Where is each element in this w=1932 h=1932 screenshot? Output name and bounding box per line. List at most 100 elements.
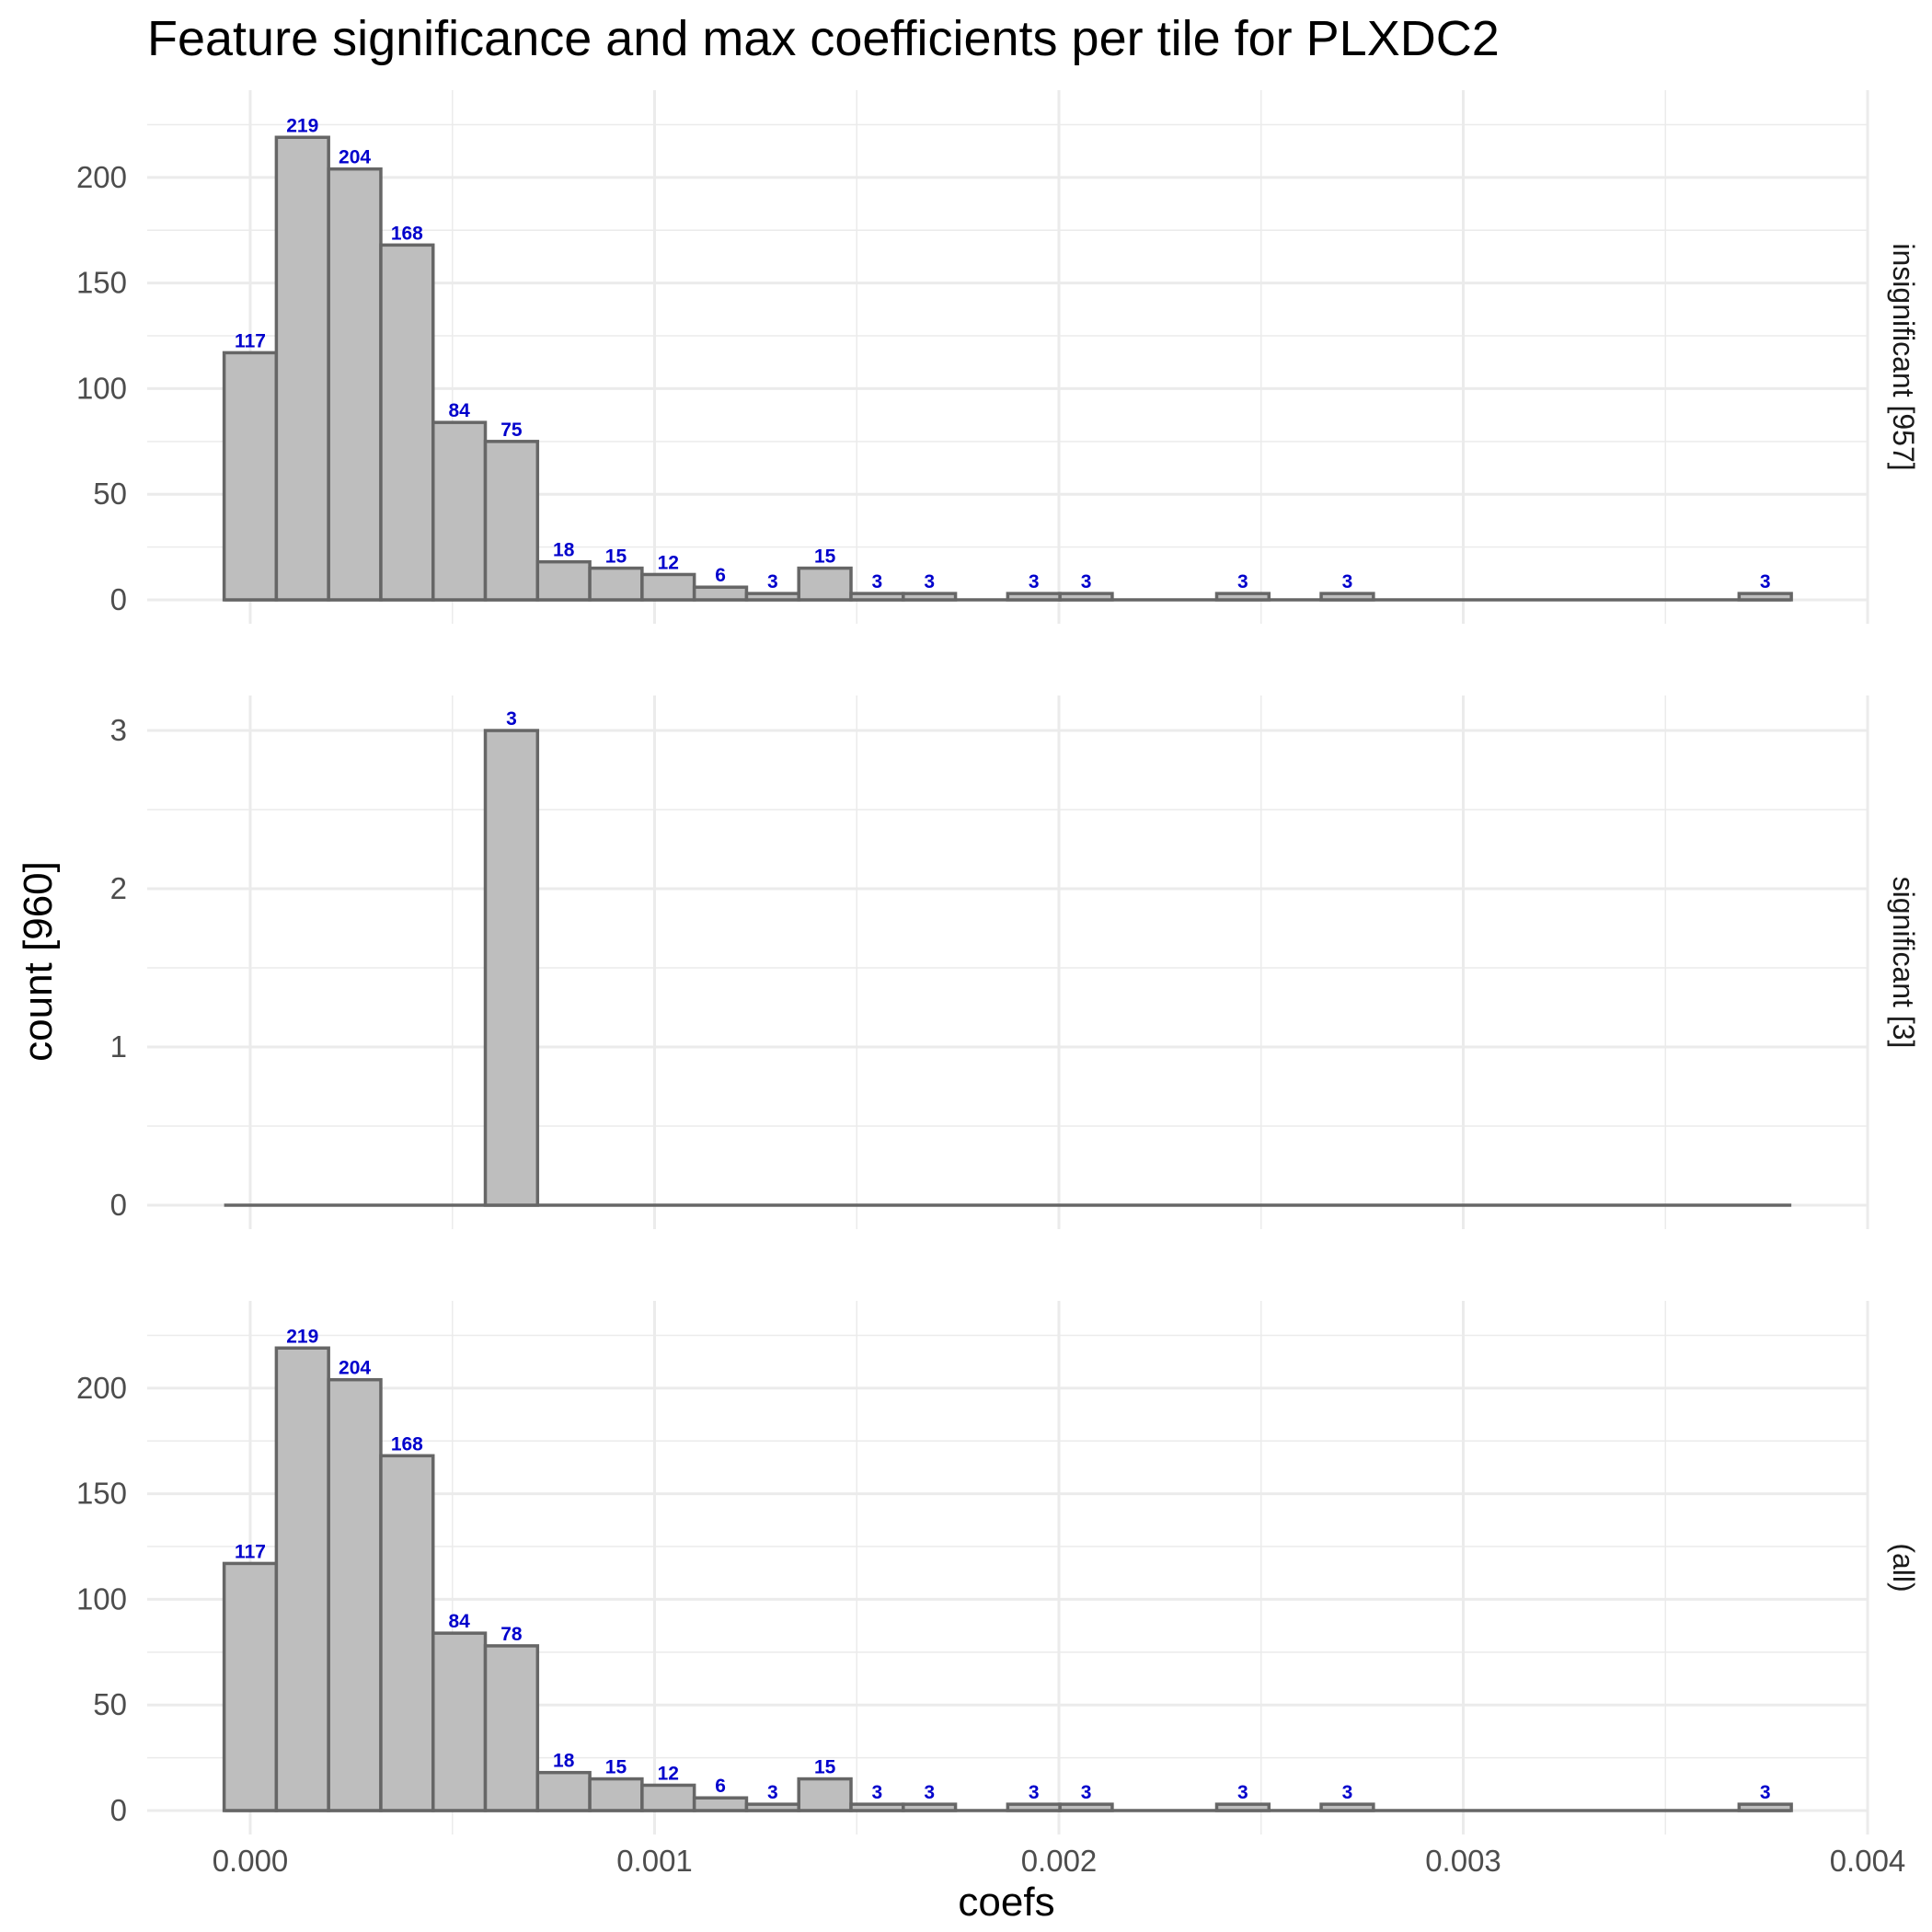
histogram-bar: [902, 592, 958, 602]
bar-count-label: 3: [1760, 1782, 1771, 1803]
bar-count-label: 3: [924, 571, 935, 592]
facet-strip-label: (all): [1887, 1543, 1920, 1592]
histogram-bar: [431, 420, 488, 602]
histogram-bar: [379, 1454, 435, 1812]
bar-count-label: 3: [1029, 571, 1040, 592]
y-tick-label: 200: [76, 1371, 127, 1405]
bar-count-label: 15: [605, 546, 627, 568]
facet-strip-label: insignificant [957]: [1887, 243, 1920, 470]
histogram-bar: [797, 566, 853, 602]
bar-count-label: 78: [500, 1624, 523, 1645]
bar-count-label: 117: [235, 1541, 266, 1562]
histogram-bar: [744, 592, 800, 602]
y-tick-label: 100: [76, 371, 127, 405]
y-tick-label: 0: [110, 1793, 127, 1827]
bar-count-label: 168: [391, 223, 423, 244]
histogram-bar: [640, 1783, 696, 1812]
x-tick-label: 0.002: [1021, 1844, 1098, 1878]
bar-count-label: 12: [658, 1763, 679, 1784]
bar-count-label: 204: [339, 1358, 371, 1379]
histogram-bar: [535, 559, 592, 602]
bar-count-label: 18: [553, 1751, 575, 1772]
histogram-bar: [535, 1770, 592, 1812]
y-tick-label: 3: [110, 713, 127, 747]
y-tick-label: 50: [93, 1687, 127, 1721]
facet-strip-label: significant [3]: [1887, 877, 1920, 1049]
histogram-bar: [222, 1561, 279, 1812]
bar-count-label: 204: [339, 147, 371, 168]
y-tick-label: 150: [76, 1477, 127, 1511]
bar-count-label: 3: [872, 571, 883, 592]
histogram-bar: [797, 1777, 853, 1812]
histogram-bar: [744, 1802, 800, 1812]
histogram-bar: [483, 729, 540, 1207]
y-tick-label: 50: [93, 477, 127, 511]
x-tick-label: 0.004: [1830, 1844, 1906, 1878]
histogram-bar: [1214, 1802, 1271, 1812]
histogram-bar: [588, 566, 644, 602]
bar-count-label: 3: [1760, 571, 1771, 592]
bar-count-label: 6: [715, 565, 726, 586]
bar-count-label: 3: [1237, 571, 1248, 592]
bar-count-label: 3: [1237, 1782, 1248, 1803]
bar-count-label: 3: [767, 1782, 778, 1803]
histogram-bar: [1058, 1802, 1114, 1812]
bar-count-label: 3: [506, 708, 517, 730]
bar-count-label: 3: [767, 571, 778, 592]
bar-count-label: 3: [1342, 571, 1353, 592]
histogram-bar: [849, 1802, 905, 1812]
histogram-bar: [1058, 592, 1114, 602]
histogram-bar: [431, 1631, 488, 1812]
histogram-bar: [849, 592, 905, 602]
bar-count-label: 15: [814, 546, 836, 568]
bar-count-label: 12: [658, 552, 679, 573]
histogram-bar: [1319, 592, 1375, 602]
x-axis-label: coefs: [958, 1880, 1054, 1925]
bar-count-label: 3: [1342, 1782, 1353, 1803]
histogram-bar: [274, 1346, 330, 1812]
histogram-bar: [274, 135, 330, 602]
chart-title: Feature significance and max coefficient…: [147, 11, 1500, 66]
histogram-bar: [483, 1644, 540, 1812]
y-tick-label: 150: [76, 266, 127, 300]
histogram-bar: [1214, 592, 1271, 602]
bar-count-label: 3: [1029, 1782, 1040, 1803]
histogram-bar: [379, 243, 435, 602]
panel-0: 0 50 100 150 200 117 219 204 168 84 75 18 15 12 6 3 15 3 3…: [76, 90, 1920, 624]
y-tick-label: 0: [110, 582, 127, 616]
histogram-bar: [1737, 592, 1793, 602]
x-tick-label: 0.003: [1425, 1844, 1501, 1878]
y-tick-label: 1: [110, 1029, 127, 1064]
panel-1: 0 1 2 3 3 significant [3]: [110, 696, 1920, 1229]
bar-count-label: 3: [872, 1782, 883, 1803]
bar-count-label: 84: [448, 1611, 470, 1632]
bar-count-label: 168: [391, 1433, 423, 1455]
bar-count-label: 3: [924, 1782, 935, 1803]
bar-count-label: 3: [1081, 1782, 1092, 1803]
bar-count-label: 15: [814, 1757, 836, 1778]
bar-count-label: 219: [286, 1326, 318, 1347]
x-tick-label: 0.001: [616, 1844, 693, 1878]
histogram-bar: [222, 351, 279, 602]
histogram-bar: [588, 1777, 644, 1812]
y-tick-label: 2: [110, 871, 127, 905]
histogram-bar: [483, 440, 540, 602]
histogram-bar: [692, 1796, 749, 1812]
panel-2: 0 50 100 150 200 117 219 204 168 84 78 18 15 12 6 3 15 3 3…: [76, 1301, 1920, 1834]
bar-count-label: 18: [553, 540, 575, 561]
y-tick-label: 100: [76, 1581, 127, 1616]
bar-count-label: 6: [715, 1776, 726, 1797]
bar-count-label: 3: [1081, 571, 1092, 592]
y-axis-label: count [960]: [16, 861, 61, 1062]
histogram-bar: [640, 572, 696, 602]
histogram-bar: [1737, 1802, 1793, 1812]
histogram-bar: [1319, 1802, 1375, 1812]
bar-count-label: 15: [605, 1757, 627, 1778]
histogram-bar: [327, 167, 383, 602]
bar-count-label: 84: [448, 400, 470, 421]
histogram-bar: [1006, 592, 1062, 602]
histogram-bar: [902, 1802, 958, 1812]
x-axis-ticks: 0.000 0.001 0.002 0.003 0.004: [213, 1844, 1906, 1878]
